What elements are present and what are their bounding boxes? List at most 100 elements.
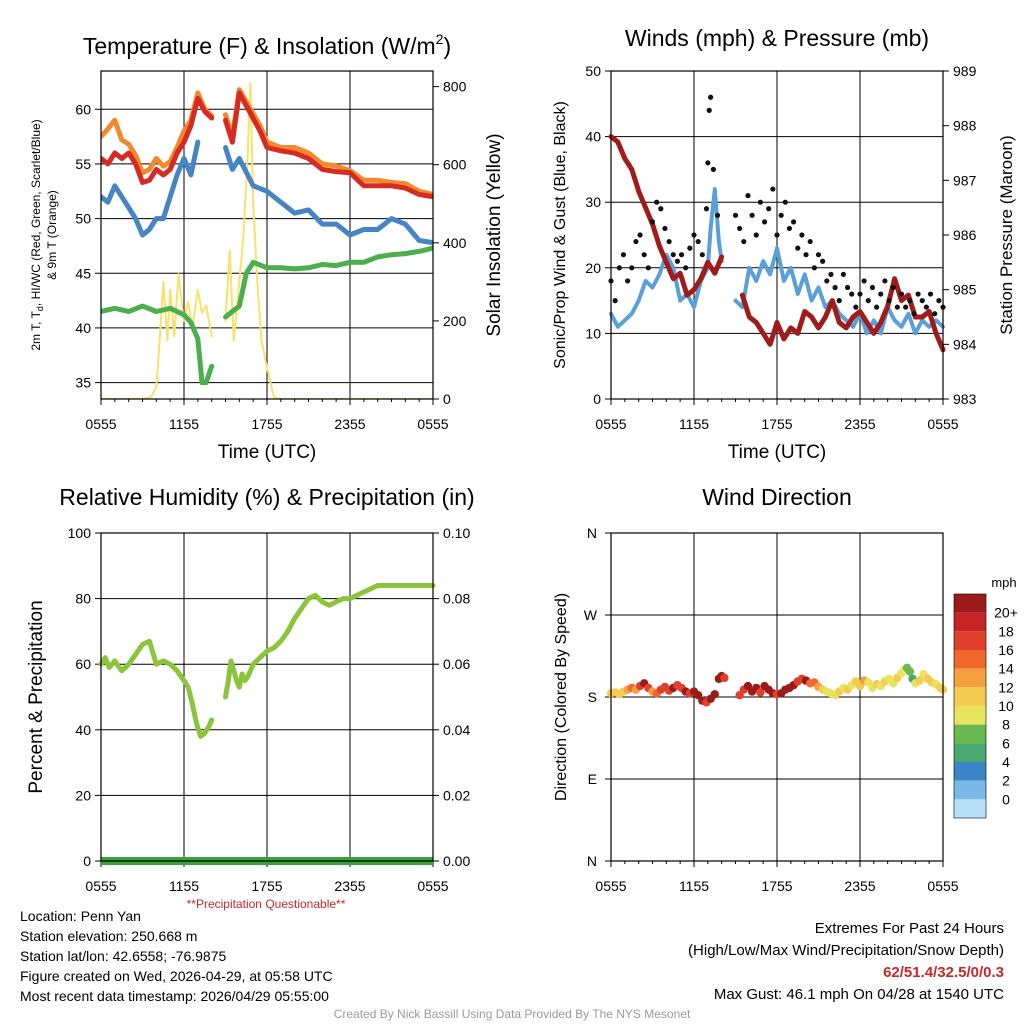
direction-point — [710, 690, 719, 699]
winds-gust-point — [878, 291, 884, 297]
winds-plot-border — [610, 70, 944, 400]
winds-gust-point — [911, 311, 917, 317]
winds-gust-point — [820, 258, 826, 264]
direction-x-tick-label: 1755 — [761, 878, 792, 894]
winds-gust-point — [645, 265, 651, 271]
max-gust-text: Max Gust: 46.1 mph On 04/28 at 1540 UTC — [713, 986, 1004, 1003]
humidity-x-tick-label: 1155 — [169, 878, 199, 894]
winds-gust-point — [869, 284, 876, 291]
winds-gust-point — [670, 252, 676, 258]
humidity-x-tick-label: 0555 — [85, 878, 116, 894]
winds-gust-point — [710, 166, 716, 172]
colorbar-title: mph — [991, 575, 1016, 590]
winds-gust-point — [824, 278, 830, 284]
winds-gust-point — [815, 252, 822, 258]
winds-gust-point — [770, 186, 776, 192]
extremes-info: Extremes For Past 24 Hours (High/Low/Max… — [688, 918, 1004, 1006]
colorbar-swatch — [954, 612, 986, 632]
temperature-y-tick-label: 60 — [75, 101, 91, 117]
winds-gust-point — [874, 304, 880, 310]
colorbar-label: 18 — [998, 623, 1014, 639]
location-text: Location: Penn Yan — [20, 908, 141, 924]
temperature-y-tick-label: 55 — [75, 156, 91, 172]
winds-y-tick-label: 0 — [593, 391, 601, 407]
temperature-panel: 0555 1155 1755 2355 055535404550556002004006… — [29, 31, 505, 463]
humidity-ylabel: Percent & Precipitation — [26, 600, 47, 793]
winds-gust-point — [714, 212, 721, 218]
charts-layer: 0555 1155 1755 2355 055535404550556002004006… — [26, 25, 1018, 894]
direction-x-tick-label: 2355 — [844, 878, 875, 894]
direction-title: Wind Direction — [702, 484, 852, 510]
temperature-series-solar-insolation-yellow- — [101, 81, 433, 399]
humidity-y-tick-label: 20 — [75, 787, 91, 803]
winds-x-tick-label: 0555 — [595, 416, 626, 432]
winds-gust-point — [629, 265, 635, 271]
humidity-y2-tick-label: 0.04 — [443, 722, 470, 738]
winds-gust-point — [674, 258, 681, 264]
precipitation-questionable-note: **Precipitation Questionable** — [186, 897, 346, 911]
winds-gust-point — [803, 252, 809, 258]
temperature-y-tick-label: 40 — [75, 320, 91, 336]
winds-gust-point — [753, 232, 759, 238]
colorbar-label: 4 — [1002, 754, 1010, 770]
direction-plot-border — [610, 532, 944, 862]
extremes-legend: (High/Low/Max Wind/Precipitation/Snow De… — [688, 942, 1004, 959]
winds-ylabel: Sonic/Prop Wind & Gust (Blue, Black) — [552, 101, 569, 369]
humidity-y-tick-label: 100 — [68, 525, 92, 541]
winds-gust-point — [612, 298, 618, 304]
winds-gust-point — [732, 212, 739, 218]
humidity-y2-tick-label: 0.06 — [443, 656, 470, 672]
winds-gust-point — [678, 252, 685, 258]
winds-gust-point — [654, 199, 660, 205]
direction-point — [720, 673, 729, 683]
winds-gust-point — [683, 265, 689, 271]
winds-gust-point — [687, 245, 693, 251]
winds-y2-tick-label: 988 — [953, 118, 977, 134]
winds-gust-point — [799, 232, 805, 238]
temperature-x-tick-label: 1155 — [169, 416, 199, 432]
winds-gust-point — [807, 238, 813, 245]
temperature-ylabel-line1: 2m T, Td, HI/WC (Red, Green, Scarlet/Blu… — [29, 119, 45, 350]
winds-panel: 0555 1155 1755 2355 0555 0 10 20 30 40 50 983 984 985… — [552, 25, 1016, 463]
colorbar-border — [953, 593, 987, 819]
winds-gust-point — [741, 238, 747, 245]
winds-x-tick-label: 0555 — [927, 416, 958, 432]
colorbar-swatch — [954, 724, 986, 744]
humidity-series-rh — [98, 583, 436, 739]
humidity-y-tick-label: 40 — [75, 722, 91, 738]
winds-gust-point — [691, 232, 697, 238]
winds-gust-point — [865, 298, 871, 304]
winds-x-tick-label: 2355 — [844, 416, 875, 432]
colorbar-swatch — [954, 706, 986, 725]
temperature-series-hi-wc-blue- — [101, 139, 433, 246]
direction-y-tick-label: N — [587, 525, 597, 541]
winds-y-tick-label: 20 — [585, 260, 601, 276]
winds-gust-point — [761, 219, 768, 225]
winds-gust-point — [832, 284, 838, 291]
temperature-y2-tick-label: 400 — [443, 235, 467, 251]
colorbar-label: 14 — [998, 661, 1014, 677]
winds-gust-point — [903, 304, 909, 310]
extremes-title: Extremes For Past 24 Hours — [814, 920, 1004, 937]
colorbar-label: 8 — [1002, 717, 1010, 733]
temperature-x-tick-label: 0555 — [417, 416, 448, 432]
temperature-y2label: Solar Insolation (Yellow) — [484, 133, 505, 336]
winds-gust-point — [915, 291, 921, 297]
humidity-y2-tick-label: 0.10 — [443, 525, 470, 541]
temperature-y-tick-label: 50 — [75, 211, 91, 227]
winds-gust-point — [844, 284, 851, 291]
direction-panel: 0555 1155 1755 2355 0555 N E S W N Wind Direction D… — [553, 484, 1018, 894]
winds-gust-point — [791, 219, 797, 225]
direction-y-tick-label: W — [584, 607, 598, 623]
colorbar-swatch — [954, 650, 986, 669]
humidity-y-tick-label: 80 — [75, 591, 91, 607]
winds-gust-point — [774, 232, 780, 238]
temperature-title-close: ) — [443, 33, 451, 59]
winds-y2-tick-label: 986 — [953, 227, 977, 243]
colorbar-label: 2 — [1002, 773, 1010, 789]
winds-gust-point — [633, 238, 639, 245]
colorbar-label: 0 — [1002, 791, 1010, 807]
winds-gust-point — [737, 225, 743, 232]
direction-x-tick-label: 1155 — [679, 878, 709, 894]
